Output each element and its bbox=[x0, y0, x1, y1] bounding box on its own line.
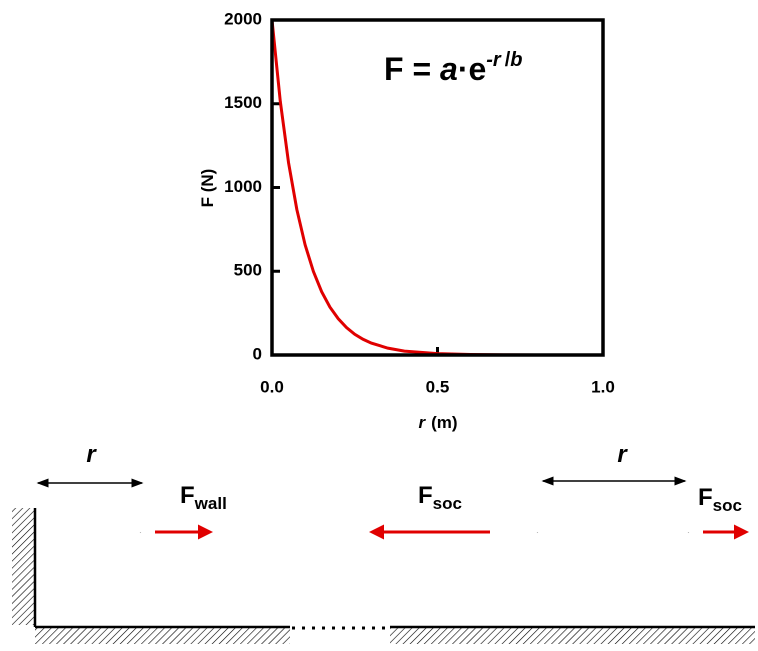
runner bbox=[537, 531, 538, 533]
x-tick-label: 0.0 bbox=[260, 377, 284, 396]
force-label: Fsoc bbox=[698, 484, 742, 515]
y-tick-label: 0 bbox=[253, 344, 262, 363]
y-tick-label: 1500 bbox=[224, 93, 262, 112]
distance-label: r bbox=[86, 441, 97, 468]
floor bbox=[390, 628, 755, 644]
runner bbox=[140, 531, 141, 533]
x-tick-label: 0.5 bbox=[426, 377, 450, 396]
plot-frame bbox=[270, 18, 605, 357]
floor bbox=[35, 628, 290, 644]
wall bbox=[12, 508, 35, 625]
force-label: Fwall bbox=[180, 482, 227, 513]
y-tick-label: 2000 bbox=[224, 9, 262, 28]
equation: F = a·e-r/b bbox=[384, 49, 523, 87]
y-tick-label: 500 bbox=[234, 261, 262, 280]
distance-label: r bbox=[617, 441, 628, 468]
force-label: Fsoc bbox=[418, 482, 462, 513]
x-axis-label: r (m) bbox=[418, 413, 457, 432]
y-axis-label: F (N) bbox=[198, 169, 217, 208]
chart: F = a·e-r/b F (N) r (m) 0 500 1000 1500 2000 0… bbox=[198, 9, 615, 432]
y-tick-label: 1000 bbox=[224, 177, 262, 196]
runner bbox=[688, 531, 689, 533]
x-tick-label: 1.0 bbox=[591, 377, 615, 396]
diagram: r r Fwall Fsoc Fsoc bbox=[12, 441, 755, 644]
